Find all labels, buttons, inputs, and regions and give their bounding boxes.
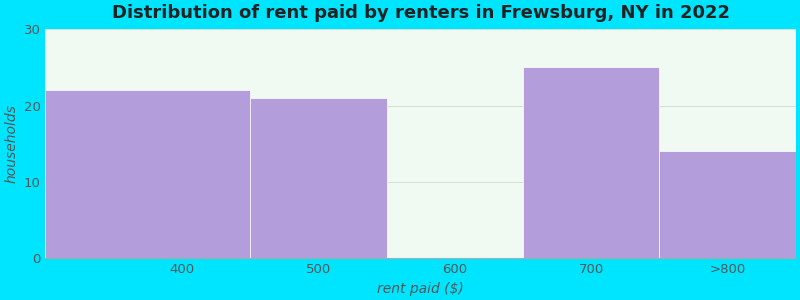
Bar [46,90,250,258]
Bar [659,152,796,258]
Bar [250,98,386,258]
Bar [523,68,659,258]
Title: Distribution of rent paid by renters in Frewsburg, NY in 2022: Distribution of rent paid by renters in … [112,4,730,22]
Y-axis label: households: households [4,104,18,183]
X-axis label: rent paid ($): rent paid ($) [378,282,464,296]
